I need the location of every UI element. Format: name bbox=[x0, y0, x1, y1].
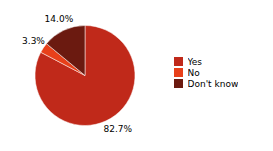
svg-text:14.0%: 14.0% bbox=[45, 14, 74, 24]
html-text:No: No bbox=[187, 67, 200, 78]
svg-text:82.7%: 82.7% bbox=[104, 124, 133, 134]
html-text:Yes: Yes bbox=[187, 56, 202, 67]
svg-text:3.3%: 3.3% bbox=[22, 36, 45, 46]
html-text:Don't know: Don't know bbox=[187, 78, 239, 89]
